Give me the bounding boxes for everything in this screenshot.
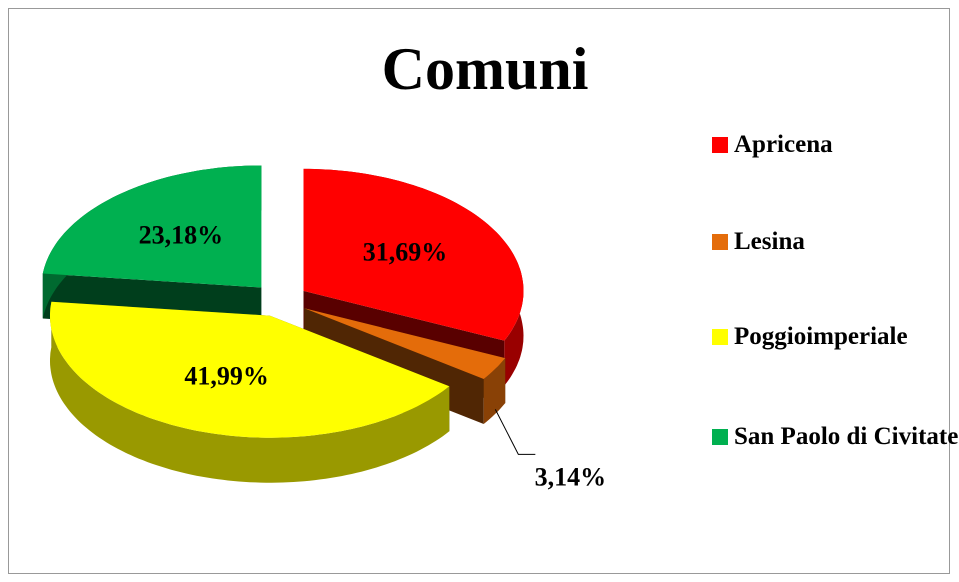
chart-title: Comuni [382, 36, 589, 102]
data-label: 23,18% [139, 220, 224, 249]
legend-swatch [712, 137, 728, 153]
slice [42, 165, 262, 288]
data-label: 41,99% [184, 361, 269, 390]
legend-swatch [712, 234, 728, 250]
data-label: 31,69% [363, 237, 448, 266]
legend-item: Poggioimperiale [712, 322, 959, 352]
legend-item: San Paolo di Civitate [712, 422, 959, 452]
legend-label: Apricena [734, 131, 833, 158]
legend-swatch [712, 329, 728, 345]
slice [304, 308, 506, 379]
legend-label: Poggioimperiale [734, 323, 908, 350]
legend-label: Lesina [734, 228, 805, 255]
legend-swatch [712, 429, 728, 445]
data-label: 3,14% [535, 462, 607, 491]
legend-item: Lesina [712, 227, 959, 257]
slice-wall [50, 301, 450, 483]
slice [303, 168, 524, 341]
leader-line [494, 409, 536, 455]
legend-label: San Paolo di Civitate [734, 423, 959, 450]
slice [50, 301, 450, 438]
slice-wall [483, 358, 506, 424]
legend-item: Apricena [712, 130, 959, 160]
